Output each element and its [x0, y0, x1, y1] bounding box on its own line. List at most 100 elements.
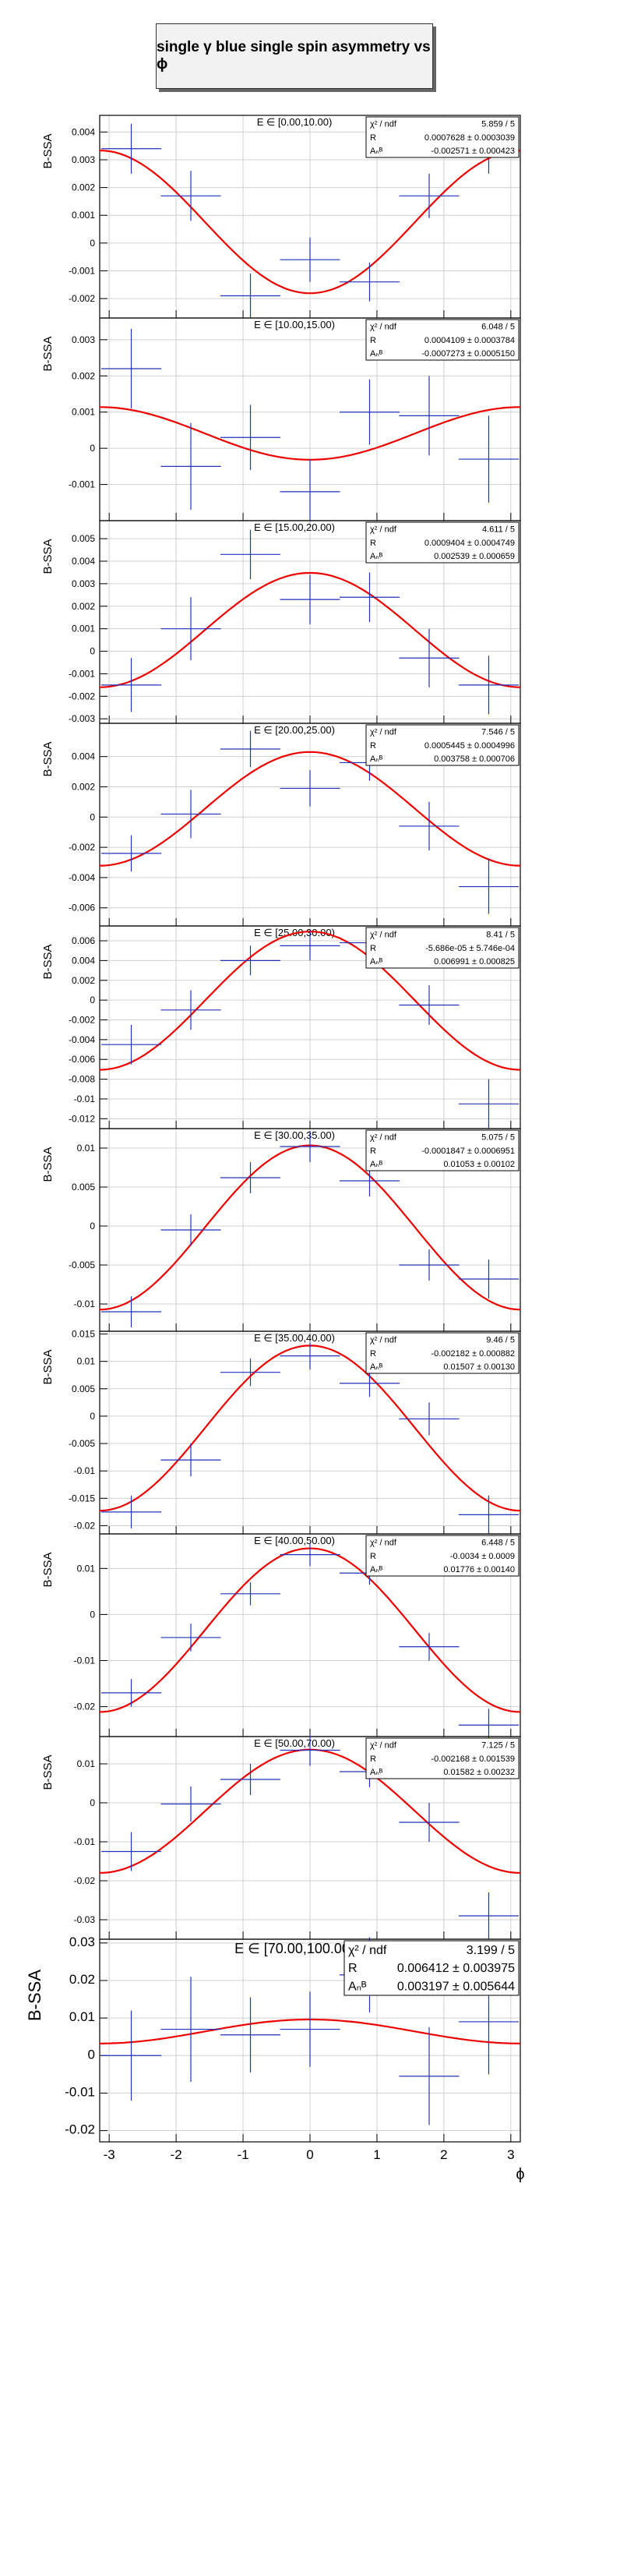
stats-box: χ² / ndf 6.448 / 5 R -0.0034 ± 0.0009 Aₙᴮ 0.0… — [365, 1535, 520, 1577]
stats-value: 5.859 / 5 — [481, 119, 515, 129]
stats-value: -0.0034 ± 0.0009 — [450, 1552, 515, 1561]
y-tick-label: 0.01 — [77, 1143, 96, 1154]
chart-panel-10: -0.02 -0.01 0 0.01 0.02 0.03 -3 -2 -1 0 1 2 3 E ∈ [70… — [25, 1935, 521, 2162]
stats-box-frame — [365, 116, 520, 158]
y-tick-label: -0.01 — [74, 1094, 96, 1104]
y-tick-label: 0 — [90, 1609, 95, 1620]
stats-label: Aₙᴮ — [370, 552, 383, 561]
y-tick-label: 0.005 — [72, 1182, 95, 1193]
y-tick-label: -0.01 — [74, 1836, 96, 1847]
y-tick-label: -0.01 — [74, 1465, 96, 1476]
stats-value: 9.46 / 5 — [486, 1335, 515, 1345]
stats-box: χ² / ndf 5.075 / 5 R -0.0001847 ± 0.0006951… — [365, 1129, 520, 1171]
y-tick-label: 0 — [90, 646, 95, 657]
y-tick-label: 0.01 — [77, 1758, 96, 1769]
stats-value: 0.01582 ± 0.00232 — [443, 1768, 515, 1777]
y-tick-label: -0.01 — [74, 1299, 96, 1309]
stats-value: 0.003197 ± 0.005644 — [397, 1980, 515, 1993]
chart-panel-4: -0.006 -0.004 -0.002 0 0.002 0.004 E ∈ [20.00,… — [41, 723, 521, 927]
stats-label: R — [370, 1754, 376, 1764]
y-tick-label: 0.003 — [72, 154, 95, 165]
stats-value: 6.448 / 5 — [481, 1538, 515, 1547]
stats-value: 8.41 / 5 — [486, 930, 515, 939]
stats-value: 5.075 / 5 — [481, 1133, 515, 1142]
page-title: single γ blue single spin asymmetry vs ϕ — [156, 23, 433, 89]
panel-title: E ∈ [15.00,20.00) — [254, 521, 335, 533]
stats-value: 0.0005445 ± 0.0004996 — [424, 741, 515, 751]
stats-label: Aₙᴮ — [370, 1768, 383, 1777]
y-tick-label: -0.02 — [74, 1875, 96, 1886]
stats-value: -0.002168 ± 0.001539 — [431, 1754, 515, 1764]
y-tick-label: -0.012 — [69, 1113, 95, 1124]
y-tick-label: -0.002 — [69, 293, 95, 304]
y-axis-label: B-SSA — [41, 539, 55, 574]
chart-panel-8: -0.02 -0.01 0 0.01 E ∈ [40.00,50.00) B-SSA χ² … — [41, 1533, 521, 1741]
y-tick-label: 0.005 — [72, 533, 95, 544]
fit-curve — [99, 150, 521, 295]
y-axis-label: B-SSA — [41, 741, 55, 776]
x-tick-label: 2 — [440, 2147, 447, 2162]
y-tick-label: 0.001 — [72, 210, 95, 221]
y-tick-label: -0.03 — [74, 1914, 96, 1925]
y-tick-label: 0 — [90, 1411, 95, 1422]
stats-label: χ² / ndf — [370, 119, 397, 129]
stats-value: -0.002182 ± 0.000882 — [431, 1349, 515, 1359]
chart-panel-5: -0.012 -0.01 -0.008 -0.006 -0.004 -0.002 0 0.00… — [41, 925, 521, 1129]
x-tick-label: -2 — [171, 2147, 182, 2162]
stats-box: χ² / ndf 6.048 / 5 R 0.0004109 ± 0.0003784 A… — [365, 319, 520, 361]
stats-box-frame — [365, 319, 520, 361]
stats-box: χ² / ndf 9.46 / 5 R -0.002182 ± 0.000882 Aₙᴮ… — [365, 1332, 520, 1374]
chart-panel-7: -0.02 -0.015 -0.01 -0.005 0 0.005 0.01 0.015 E ∈… — [41, 1329, 521, 1535]
stats-label: χ² / ndf — [370, 1335, 397, 1345]
stats-label: Aₙᴮ — [370, 957, 383, 966]
stats-value: 0.01507 ± 0.00130 — [443, 1362, 515, 1372]
y-tick-label: 0 — [90, 995, 95, 1005]
y-axis-label: B-SSA — [41, 1552, 55, 1587]
y-tick-label: -0.006 — [69, 1054, 95, 1065]
y-tick-label: -0.02 — [74, 1520, 96, 1531]
x-tick-label: -1 — [237, 2147, 248, 2162]
y-axis-label: B-SSA — [41, 1754, 55, 1790]
panel-title: E ∈ [20.00,25.00) — [254, 724, 335, 736]
stats-label: χ² / ndf — [370, 1133, 397, 1142]
y-tick-label: 0.002 — [72, 781, 95, 792]
y-tick-label: -0.001 — [69, 265, 95, 276]
stats-label: χ² / ndf — [370, 1538, 397, 1547]
y-tick-label: -0.01 — [74, 1655, 96, 1666]
stats-label: R — [370, 741, 376, 751]
stats-value: -0.0001847 ± 0.0006951 — [421, 1147, 515, 1156]
y-tick-label: 0.002 — [72, 370, 95, 381]
y-axis-label: B-SSA — [41, 1349, 55, 1384]
stats-label: Aₙᴮ — [370, 1565, 383, 1574]
y-tick-label: 0 — [90, 811, 95, 822]
stats-box-frame — [365, 927, 520, 969]
y-tick-label: 0.002 — [72, 601, 95, 612]
stats-box: χ² / ndf 3.199 / 5 R 0.006412 ± 0.003975 Aₙᴮ… — [343, 1940, 520, 1996]
stats-label: R — [348, 1962, 358, 1975]
y-tick-label: 0.003 — [72, 578, 95, 589]
y-tick-label: -0.005 — [69, 1260, 95, 1270]
chart-panel-1: -0.002 -0.001 0 0.001 0.002 0.003 0.004 E ∈ [0.… — [41, 115, 521, 319]
panel-title: E ∈ [30.00,35.00) — [254, 1129, 335, 1141]
stats-label: χ² / ndf — [370, 1740, 397, 1750]
y-tick-label: 0.004 — [72, 751, 95, 762]
y-tick-label: 0 — [90, 1797, 95, 1808]
y-tick-label: 0 — [90, 1221, 95, 1231]
stats-box-frame — [365, 1737, 520, 1779]
x-axis-label: ϕ — [516, 2166, 524, 2183]
y-tick-label: 0.01 — [77, 1356, 96, 1367]
stats-value: 0.003758 ± 0.000706 — [434, 754, 515, 764]
stats-value: 0.0009404 ± 0.0004749 — [424, 539, 515, 548]
stats-label: χ² / ndf — [370, 727, 397, 737]
y-tick-label: 0.003 — [72, 334, 95, 345]
y-tick-label: -0.008 — [69, 1074, 95, 1085]
stats-label: Aₙᴮ — [370, 754, 383, 764]
y-tick-label: -0.002 — [69, 691, 95, 701]
y-tick-label: -0.006 — [69, 903, 95, 913]
stats-box: χ² / ndf 7.546 / 5 R 0.0005445 ± 0.0004996 A… — [365, 724, 520, 766]
stats-box-frame — [365, 1332, 520, 1374]
stats-value: 0.0004109 ± 0.0003784 — [424, 336, 515, 345]
y-tick-label: 0.006 — [72, 935, 95, 946]
stats-value: 0.0007628 ± 0.0003039 — [424, 133, 515, 143]
